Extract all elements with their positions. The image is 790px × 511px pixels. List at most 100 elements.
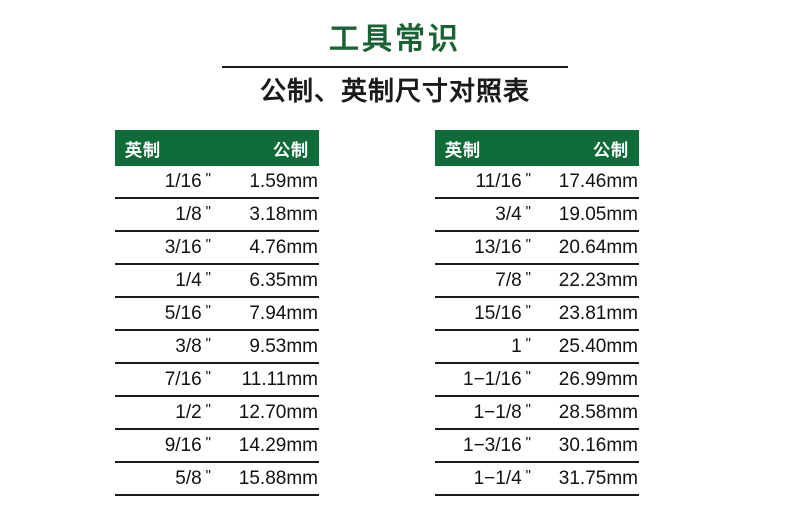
cell-imperial: 1−3/16 " xyxy=(435,429,537,463)
cell-imperial: 9/16 " xyxy=(115,429,217,463)
imperial-value: 3/4 xyxy=(495,204,522,225)
cell-imperial: 1/16 " xyxy=(115,166,217,199)
inch-mark: " xyxy=(205,269,211,286)
imperial-value: 3/8 xyxy=(175,336,202,357)
cell-imperial: 13/16 " xyxy=(435,231,537,265)
cell-imperial: 1−1/16 " xyxy=(435,363,537,397)
cell-imperial: 1/2 " xyxy=(115,396,217,430)
table-row: 1/16 " 1.59mm xyxy=(115,166,319,199)
inch-mark: " xyxy=(205,467,211,484)
cell-metric: 3.18mm xyxy=(217,198,319,232)
table-row: 11/16 " 17.46mm xyxy=(435,166,639,199)
imperial-value: 1/16 xyxy=(164,171,202,192)
inch-mark: " xyxy=(525,467,531,484)
table-row: 3/8 " 9.53mm xyxy=(115,330,319,364)
inch-mark: " xyxy=(205,203,211,220)
table-row: 15/16 " 23.81mm xyxy=(435,297,639,331)
imperial-value: 1/4 xyxy=(175,270,202,291)
imperial-value: 5/16 xyxy=(164,303,202,324)
cell-metric: 23.81mm xyxy=(537,297,639,331)
inch-mark: " xyxy=(205,401,211,418)
imperial-value: 7/16 xyxy=(164,369,202,390)
table-row: 7/16 " 11.11mm xyxy=(115,363,319,397)
cell-imperial: 15/16 " xyxy=(435,297,537,331)
right-table-head: 英制 公制 xyxy=(435,130,639,166)
conversion-tables: 英制 公制 1/16 " 1.59mm 1/8 " 3.18mm 3/16 " 4.76mm 1/… xyxy=(0,130,790,496)
imperial-value: 1−1/4 xyxy=(473,468,522,489)
imperial-value: 15/16 xyxy=(474,303,522,324)
table-row: 5/16 " 7.94mm xyxy=(115,297,319,331)
inch-mark: " xyxy=(525,368,531,385)
imperial-value: 1/2 xyxy=(175,402,202,423)
imperial-value: 7/8 xyxy=(495,270,522,291)
cell-metric: 7.94mm xyxy=(217,297,319,331)
cell-metric: 26.99mm xyxy=(537,363,639,397)
left-table-body: 1/16 " 1.59mm 1/8 " 3.18mm 3/16 " 4.76mm 1/4 " 6.35… xyxy=(115,166,319,496)
table-row: 1−3/16 " 30.16mm xyxy=(435,429,639,463)
table-row: 1−1/16 " 26.99mm xyxy=(435,363,639,397)
imperial-value: 13/16 xyxy=(474,237,522,258)
table-row: 3/4 " 19.05mm xyxy=(435,198,639,232)
table-row: 9/16 " 14.29mm xyxy=(115,429,319,463)
imperial-value: 1−3/16 xyxy=(463,435,522,456)
table-row: 1 " 25.40mm xyxy=(435,330,639,364)
cell-imperial: 1−1/8 " xyxy=(435,396,537,430)
cell-imperial: 1−1/4 " xyxy=(435,462,537,496)
right-table-header-row: 英制 公制 xyxy=(435,130,639,166)
inch-mark: " xyxy=(205,236,211,253)
inch-mark: " xyxy=(525,434,531,451)
cell-metric: 6.35mm xyxy=(217,264,319,298)
cell-metric: 30.16mm xyxy=(537,429,639,463)
cell-imperial: 5/8 " xyxy=(115,462,217,496)
imperial-value: 5/8 xyxy=(175,468,202,489)
table-row: 1−1/8 " 28.58mm xyxy=(435,396,639,430)
cell-imperial: 3/4 " xyxy=(435,198,537,232)
cell-metric: 12.70mm xyxy=(217,396,319,430)
left-header-metric: 公制 xyxy=(217,130,319,166)
inch-mark: " xyxy=(205,335,211,352)
left-table-header-row: 英制 公制 xyxy=(115,130,319,166)
cell-imperial: 1/8 " xyxy=(115,198,217,232)
page-header: 工具常识 公制、英制尺寸对照表 xyxy=(0,0,790,108)
cell-imperial: 7/8 " xyxy=(435,264,537,298)
table-row: 3/16 " 4.76mm xyxy=(115,231,319,265)
cell-metric: 1.59mm xyxy=(217,166,319,199)
cell-metric: 25.40mm xyxy=(537,330,639,364)
cell-imperial: 7/16 " xyxy=(115,363,217,397)
inch-mark: " xyxy=(205,170,211,187)
cell-metric: 4.76mm xyxy=(217,231,319,265)
cell-metric: 20.64mm xyxy=(537,231,639,265)
left-conversion-table: 英制 公制 1/16 " 1.59mm 1/8 " 3.18mm 3/16 " 4.76mm 1/… xyxy=(115,130,319,496)
inch-mark: " xyxy=(525,170,531,187)
inch-mark: " xyxy=(525,401,531,418)
inch-mark: " xyxy=(525,236,531,253)
cell-imperial: 3/8 " xyxy=(115,330,217,364)
table-row: 7/8 " 22.23mm xyxy=(435,264,639,298)
imperial-value: 9/16 xyxy=(164,435,202,456)
inch-mark: " xyxy=(205,302,211,319)
inch-mark: " xyxy=(525,302,531,319)
cell-metric: 22.23mm xyxy=(537,264,639,298)
page-title: 工具常识 xyxy=(329,23,461,56)
cell-metric: 17.46mm xyxy=(537,166,639,199)
inch-mark: " xyxy=(205,368,211,385)
page-subtitle: 公制、英制尺寸对照表 xyxy=(259,76,530,106)
cell-imperial: 11/16 " xyxy=(435,166,537,199)
cell-metric: 19.05mm xyxy=(537,198,639,232)
cell-metric: 11.11mm xyxy=(217,363,319,397)
right-table-body: 11/16 " 17.46mm 3/4 " 19.05mm 13/16 " 20.64mm 7/8… xyxy=(435,166,639,496)
cell-imperial: 1 " xyxy=(435,330,537,364)
right-header-imperial: 英制 xyxy=(435,130,537,166)
inch-mark: " xyxy=(205,434,211,451)
title-divider xyxy=(222,66,568,68)
table-row: 1/8 " 3.18mm xyxy=(115,198,319,232)
imperial-value: 11/16 xyxy=(475,171,522,192)
inch-mark: " xyxy=(525,335,531,352)
cell-imperial: 1/4 " xyxy=(115,264,217,298)
imperial-value: 1−1/16 xyxy=(463,369,522,390)
inch-mark: " xyxy=(525,269,531,286)
cell-metric: 15.88mm xyxy=(217,462,319,496)
right-header-metric: 公制 xyxy=(537,130,639,166)
imperial-value: 3/16 xyxy=(164,237,202,258)
left-table-head: 英制 公制 xyxy=(115,130,319,166)
